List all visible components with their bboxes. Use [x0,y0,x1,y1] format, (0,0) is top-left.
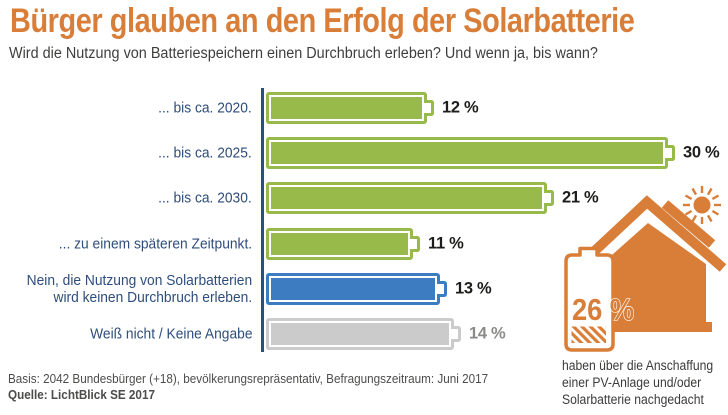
category-label: Nein, die Nutzung von Solarbatterien wird… [26,271,253,306]
page-subtitle: Wird die Nutzung von Batteriespeichern e… [9,45,598,62]
category-label: ... bis ca. 2030. [158,189,252,207]
category-label: ... bis ca. 2025. [158,144,252,162]
battery-bar [266,92,434,124]
battery-fill [271,277,435,300]
battery-cap [665,145,675,162]
axis-line [261,88,264,352]
side-caption-line: haben über die Anschaffung [562,358,714,373]
value-label: 12 % [442,98,479,117]
value-label: 13 % [455,279,492,298]
battery-cap [424,100,434,116]
category-label: Weiß nicht / Keine Angabe [89,325,252,343]
battery-cap [451,326,461,342]
battery-fill [271,142,663,165]
side-caption-line: einer PV-Anlage und/oder [562,375,702,390]
battery-bar [266,227,420,260]
battery-fill [271,232,408,255]
footer: Basis: 2042 Bundesbürger (+18), bevölker… [8,371,488,403]
house-icon [604,223,712,332]
sun-icon [683,186,721,224]
battery-bar [266,137,675,170]
value-label: 21 % [562,188,599,207]
survey-basis: Basis: 2042 Bundesbürger (+18), bevölker… [8,371,489,386]
category-label: ... zu einem späteren Zeitpunkt. [58,235,252,253]
value-label: 11 % [428,234,464,253]
side-caption: haben über die Anschaffung einer PV-Anla… [562,357,713,408]
battery-cap [410,235,420,252]
battery-icon [564,246,615,352]
battery-cap [437,280,447,297]
battery-fill [271,323,449,345]
category-label: ... bis ca. 2020. [158,99,252,117]
battery-bar [266,318,461,350]
value-label: 30 % [683,143,720,162]
battery-bar [266,182,554,215]
battery-percent-label: 26 % [572,293,634,327]
battery-charge-hatch [571,326,606,343]
source-credit: Quelle: LichtBlick SE 2017 [8,387,155,402]
battery-fill [271,97,422,119]
page-title: Bürger glauben an den Erfolg der Solarba… [10,2,635,40]
pv-house-illustration: 26 % [564,186,727,352]
battery-bar [266,272,447,305]
roof-icon [581,195,727,272]
battery-fill [271,187,542,210]
value-label: 14 % [469,324,506,343]
side-caption-line: Solarbatterie nachgedacht [562,392,704,407]
solar-panel-icon [661,200,716,248]
battery-cap [544,190,554,207]
